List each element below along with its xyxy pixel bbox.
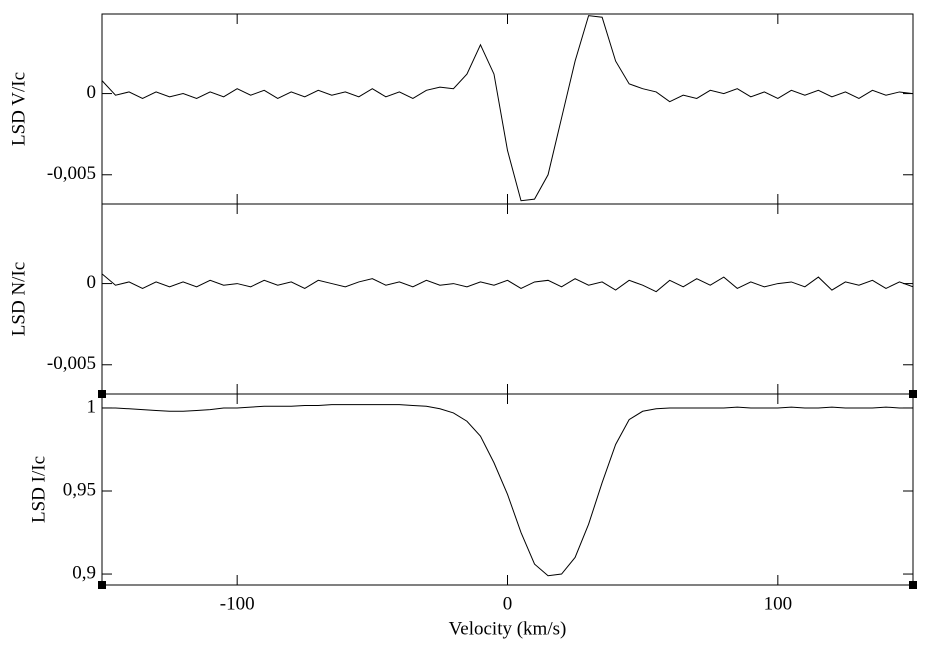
x-axis-label: Velocity (km/s): [449, 618, 567, 639]
plot-frame: [101, 393, 914, 586]
y-axis-label: LSD I/Ic: [28, 456, 49, 523]
y-axis-label: LSD N/Ic: [8, 262, 29, 336]
line-series: [102, 273, 913, 293]
corner-handle: [909, 390, 917, 398]
y-tick-label: 0: [87, 82, 97, 103]
y-tick-label: 0,9: [72, 562, 96, 583]
corner-handle: [909, 581, 917, 589]
y-tick-label: -0,005: [47, 353, 96, 374]
y-tick-label: 0: [87, 272, 97, 293]
line-series: [102, 404, 913, 577]
x-tick-label: 0: [503, 593, 513, 614]
x-tick-label: -100: [220, 593, 255, 614]
x-tick-label: 100: [764, 593, 793, 614]
plot-frame: [101, 203, 914, 395]
corner-handle: [98, 581, 106, 589]
corner-handle: [98, 390, 106, 398]
plot-frame: [101, 13, 914, 205]
y-axis-label: LSD V/Ic: [8, 72, 29, 146]
line-series: [102, 15, 913, 202]
y-tick-label: 0,95: [63, 479, 96, 500]
y-tick-label: -0,005: [47, 163, 96, 184]
y-tick-label: 1: [87, 396, 97, 417]
